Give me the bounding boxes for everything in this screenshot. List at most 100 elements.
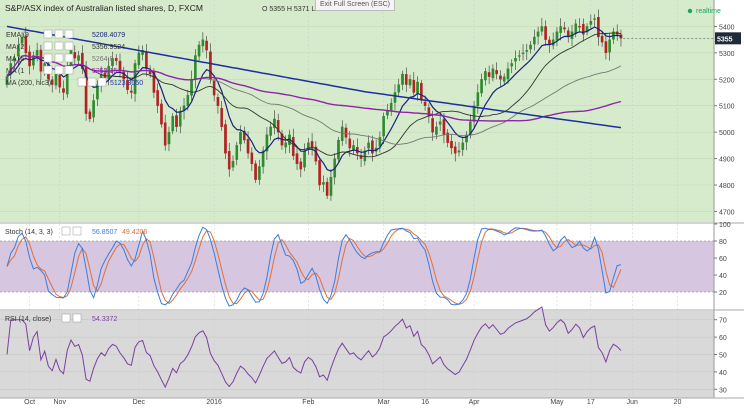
candle-body [389,102,393,111]
candle-body [340,126,344,142]
candle-body [163,122,167,146]
candle-body [544,26,547,40]
candle-body [227,151,231,170]
candle-body [118,60,122,72]
ma-100-line [6,54,622,122]
candle-body [450,140,453,149]
stoch-d-line [6,227,622,305]
exit-fullscreen-banner[interactable]: Exit Full Screen (ESC) [315,0,396,11]
last-price-box [715,32,741,45]
candle-body [465,134,468,143]
price-axis-bg [714,0,744,409]
time-tick-label: Apr [469,399,481,406]
candle-body [194,55,197,80]
rsi-tick-label: 60 [719,335,727,342]
candle-body [446,132,450,143]
candle-body [525,50,529,52]
candle-body [344,127,348,138]
candle-body [484,71,487,81]
candle-body [322,182,325,185]
legend-label: MA (5 [6,56,24,63]
candle-body [325,181,329,196]
stoch-band [0,241,714,292]
legend-hide-icon [54,65,64,75]
candle-body [209,51,212,80]
candle-body [397,84,401,93]
candle-body [499,75,502,80]
legend-close-icon [64,65,74,75]
candle-body [491,68,495,79]
legend-label: MA (200, hlc3) [6,80,51,87]
candle-body [367,142,370,149]
rsi-title: RSI (14, close) [5,316,51,323]
candle-body [423,101,427,106]
candle-body [310,141,314,149]
candle-body [359,155,363,159]
candle-body [5,76,9,85]
legend-value: 5356.9524 [92,44,125,51]
time-tick-label: 16 [421,399,429,406]
time-tick-label: Oct [24,399,35,406]
price-tick-label: 4900 [719,157,735,164]
legend-close-icon [64,41,74,51]
candle-body [382,116,385,137]
candle-body [408,79,412,86]
candle-body [171,116,175,132]
price-tick-label: 5200 [719,77,735,84]
candle-body [555,31,559,41]
candle-body [416,81,419,94]
candle-body [487,72,491,77]
candle-body [205,40,208,51]
candle-body [412,79,416,93]
legend-settings-icon [43,53,53,63]
candle-body [431,118,434,133]
candle-body [581,23,585,35]
candle-body [186,94,190,106]
stoch-k-value: 56.8507 [92,229,117,236]
rsi-tick-label: 40 [719,370,727,377]
legend-close-icon [64,53,74,63]
candle-body [533,36,536,45]
ohlc-values: O 5355 H 5371 L 5336 C 5355 [262,6,357,13]
candle-body [58,74,62,88]
candle-body [265,134,269,152]
legend-settings-icon [77,77,87,87]
candle-body [145,52,148,69]
candle-body [378,137,382,147]
candle-body [28,51,31,67]
legend-close-icon [64,29,74,39]
legend-label: MA (2 [6,44,24,51]
candle-body [593,18,596,20]
candle-body [284,142,288,148]
legend-hide-icon [54,53,64,63]
stoch-d-value: 49.4206 [122,229,147,236]
price-tick-label: 5400 [719,24,735,31]
candle-body [386,110,389,116]
legend-settings-icon [43,65,53,75]
stoch-close-icon [72,226,82,236]
candle-body [160,103,163,125]
candle-body [453,146,457,154]
candle-body [438,121,442,125]
candle-body [303,150,306,168]
stoch-tick-label: 100 [719,222,731,229]
candle-body [129,90,133,93]
candle-body [352,145,355,150]
candle-body [578,26,581,28]
candle-body [506,68,510,80]
candle-body [54,73,58,86]
stoch-tick-label: 40 [719,273,727,280]
candle-body [517,55,521,57]
candle-body [276,120,280,133]
candle-body [401,73,404,85]
candle-body [291,137,295,157]
stoch-tick-label: 80 [719,239,727,246]
candle-body [269,126,272,136]
candle-body [295,153,299,165]
legend-label: EMA (9 [6,32,29,39]
candle-body [495,70,498,75]
candle-body [608,39,611,53]
candle-body [502,76,506,82]
